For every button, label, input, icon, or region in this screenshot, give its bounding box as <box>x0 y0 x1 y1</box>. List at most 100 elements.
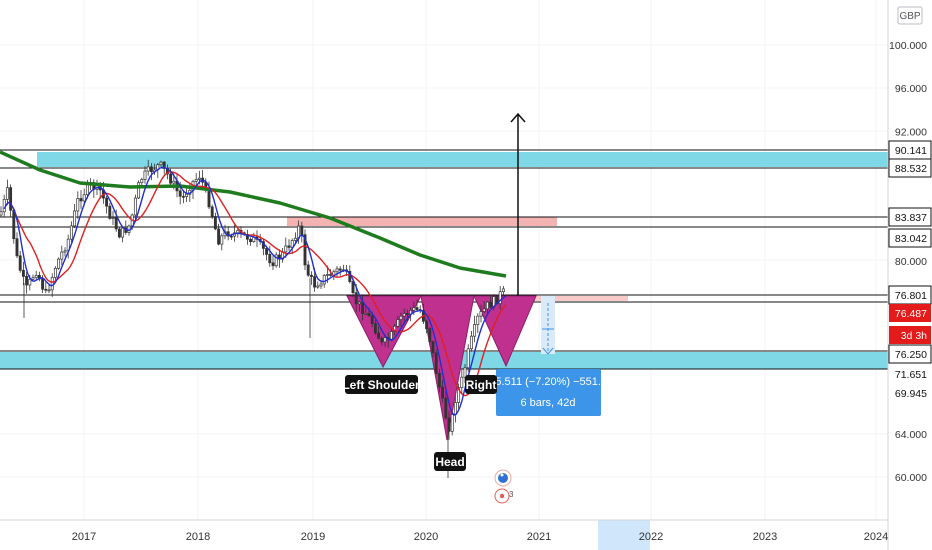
candle <box>159 160 163 168</box>
y-tick-label: 64.000 <box>895 429 927 441</box>
time-axis[interactable]: 2017 2018 2019 2020 2021 2022 2023 2024 <box>0 519 888 543</box>
candle <box>76 191 80 219</box>
svg-text:90.141: 90.141 <box>895 145 927 157</box>
candle <box>466 344 470 372</box>
candle <box>69 221 73 243</box>
candle <box>73 204 77 228</box>
candle <box>9 184 13 218</box>
candle <box>15 232 19 259</box>
moving-averages <box>0 150 507 416</box>
svg-text:83.837: 83.837 <box>895 212 927 224</box>
y-tick-label: 92.000 <box>895 126 927 138</box>
svg-text:76.801: 76.801 <box>895 290 927 302</box>
candle <box>425 319 429 334</box>
candle <box>274 252 278 268</box>
pink-zone <box>287 217 557 226</box>
price-level-label: 88.532 <box>888 158 932 178</box>
resistance-zone <box>37 152 888 167</box>
candle <box>220 233 224 251</box>
price-level-label: 76.250 <box>888 344 932 364</box>
candle <box>57 257 61 270</box>
candle <box>146 159 150 176</box>
candle <box>351 278 355 298</box>
candle <box>47 285 51 294</box>
candle <box>137 180 141 200</box>
measure-line1: −5.511 (−7.20%) −551.1 <box>489 376 607 388</box>
target-arrow <box>510 112 526 296</box>
future-time-highlight <box>598 520 650 550</box>
candle <box>396 315 400 329</box>
candle <box>316 281 320 289</box>
candle <box>79 190 83 209</box>
ma-medium <box>5 171 507 397</box>
candle <box>287 239 291 251</box>
x-tick-label: 2021 <box>527 531 551 543</box>
svg-text:88.532: 88.532 <box>895 163 927 175</box>
y-tick-label: 60.000 <box>895 472 927 484</box>
candle <box>437 368 441 393</box>
candle <box>261 238 265 256</box>
candle <box>18 250 22 273</box>
price-level-label: 3d 3h <box>889 326 931 344</box>
price-level-label: 69.945 <box>889 384 931 402</box>
candle <box>469 331 473 352</box>
candle <box>21 261 25 286</box>
candle <box>105 196 109 214</box>
measure-box: −5.511 (−7.20%) −551.1 6 bars, 42d <box>489 369 607 416</box>
candle <box>2 194 6 217</box>
candle <box>434 349 438 375</box>
candle <box>143 166 147 184</box>
candle <box>117 226 121 239</box>
candle <box>210 204 214 219</box>
candle <box>258 233 262 245</box>
candle <box>306 260 310 277</box>
candle <box>249 237 253 246</box>
candle <box>53 266 57 281</box>
candle <box>441 379 445 403</box>
left-shoulder-label: Left Shoulder <box>342 375 420 394</box>
svg-text:83.042: 83.042 <box>895 233 927 245</box>
candle <box>489 295 493 309</box>
candle <box>268 245 272 267</box>
candle <box>309 271 313 285</box>
candle <box>181 191 185 204</box>
candle <box>428 327 432 346</box>
y-tick-label: 96.000 <box>895 83 927 95</box>
x-tick-label: 2024 <box>864 531 888 543</box>
candle <box>133 194 137 223</box>
candle <box>389 327 393 341</box>
candle <box>450 411 454 436</box>
event-marker[interactable] <box>494 469 512 487</box>
x-tick-label: 2019 <box>301 531 325 543</box>
ma-short <box>3 166 507 416</box>
candle <box>473 315 477 343</box>
candle <box>431 340 435 358</box>
svg-text:71.651: 71.651 <box>895 369 927 381</box>
candle <box>476 313 480 334</box>
right-shoulder-label: Right <box>465 375 497 394</box>
x-tick-label: 2018 <box>186 531 210 543</box>
candle <box>217 223 221 246</box>
candle <box>377 326 381 340</box>
price-axis[interactable]: GBP 100.000 96.000 92.000 80.000 64.000 60.00… <box>887 0 932 550</box>
candle <box>444 391 448 420</box>
candle <box>284 237 288 258</box>
measure-tool[interactable] <box>541 296 555 355</box>
event-marker-dividend[interactable]: 3 <box>494 488 514 504</box>
head-label: Head <box>434 452 466 471</box>
candle <box>25 271 29 294</box>
event-count: 3 <box>509 490 514 499</box>
measure-line2: 6 bars, 42d <box>520 397 575 409</box>
x-tick-label: 2022 <box>639 531 663 543</box>
candle <box>60 245 64 266</box>
candle <box>357 301 361 312</box>
price-level-label: 71.651 <box>889 365 931 383</box>
price-level-label: 83.042 <box>888 228 932 248</box>
candle <box>498 286 502 310</box>
price-level-label: 90.141 <box>888 140 932 160</box>
svg-text:3d 3h: 3d 3h <box>901 330 927 342</box>
price-level-label: 76.487 <box>889 304 931 322</box>
candle <box>226 225 230 241</box>
candle <box>399 312 403 328</box>
